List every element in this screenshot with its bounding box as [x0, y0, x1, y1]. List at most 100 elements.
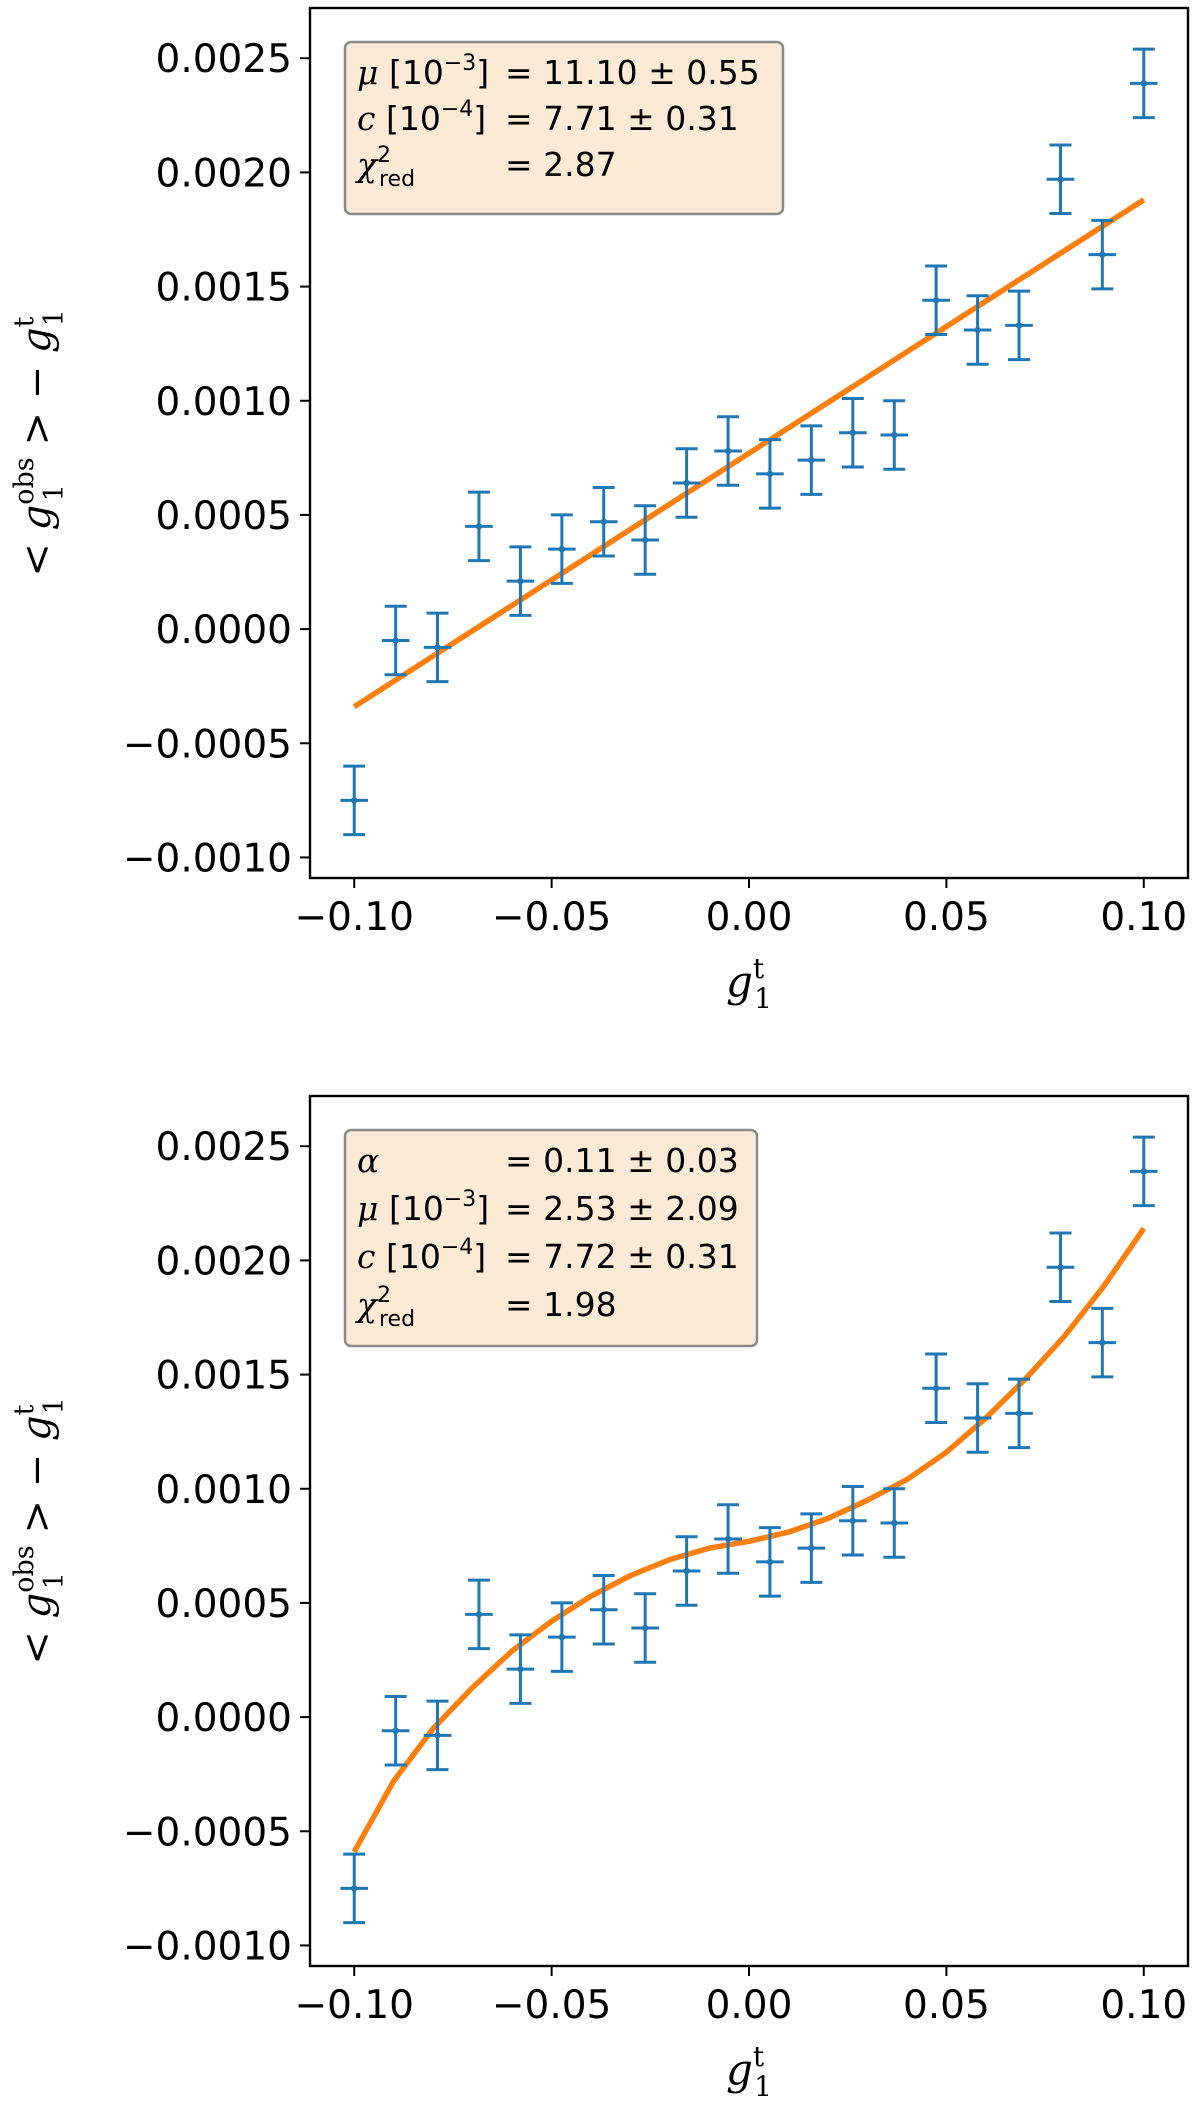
y-tick-label: −0.0005: [123, 1810, 292, 1855]
data-point: [381, 1695, 410, 1767]
data-point: [548, 513, 576, 585]
point-marker: [683, 479, 690, 487]
legend-param-value: = 2.87: [505, 145, 617, 184]
data-point: [589, 1574, 618, 1646]
legend-param-name: c [10−4]: [357, 97, 486, 138]
y-tick-label: 0.0015: [156, 266, 292, 311]
point-marker: [974, 1414, 981, 1422]
point-marker: [724, 447, 732, 455]
y-tick-label: 0.0005: [156, 1582, 292, 1627]
fit-parameters-legend: α = 0.11 ± 0.03 μ [10−3] = 2.53 ± 2.09 c [10…: [343, 1128, 759, 1348]
data-point: [1129, 47, 1158, 120]
x-tick-label: −0.10: [294, 1983, 414, 2028]
point-marker: [558, 1633, 566, 1641]
point-marker: [1057, 1264, 1064, 1271]
y-tick-label: −0.0010: [123, 836, 292, 881]
legend-param-value: = 0.11 ± 0.03: [505, 1141, 739, 1180]
data-point: [381, 604, 410, 677]
legend-box: [343, 1128, 759, 1348]
data-point: [797, 424, 826, 496]
legend-param-name: μ [10−3]: [357, 51, 489, 92]
x-tick-label: 0.10: [1100, 1983, 1187, 2028]
point-marker: [600, 1606, 607, 1613]
legend-param-name: c [10−4]: [357, 1235, 486, 1276]
point-marker: [849, 429, 857, 436]
point-marker: [475, 523, 483, 530]
point-marker: [1140, 80, 1147, 87]
data-point: [631, 504, 659, 576]
point-marker: [351, 1885, 358, 1892]
data-point: [839, 1484, 867, 1557]
bottom-panel: −0.10 −0.05 0.00 0.05 0.10 −0.0010 −0.0005 0.00…: [9, 1094, 1190, 2103]
point-marker: [1140, 1168, 1147, 1175]
y-tick-label: −0.0010: [123, 1924, 292, 1969]
y-tick-label: 0.0010: [156, 1468, 292, 1513]
legend-param-name: μ [10−3]: [357, 1187, 489, 1228]
point-marker: [1015, 1410, 1023, 1417]
x-tick-label: 0.00: [706, 1983, 793, 2028]
data-point: [423, 1699, 452, 1772]
y-tick-label: 0.0020: [156, 151, 292, 196]
data-point: [880, 1487, 909, 1559]
data-point: [1005, 1377, 1033, 1450]
x-tick-label: 0.05: [903, 895, 990, 940]
x-axis-label: gt 1: [726, 2040, 772, 2103]
data-point: [1046, 1231, 1075, 1304]
point-marker: [808, 456, 815, 464]
legend-param-name: α: [357, 1141, 379, 1180]
y-tick-label: 0.0020: [156, 1239, 292, 1284]
data-point: [1088, 1306, 1117, 1379]
point-marker: [849, 1517, 857, 1524]
point-marker: [1057, 176, 1064, 183]
point-marker: [1099, 1339, 1106, 1346]
point-marker: [351, 797, 358, 804]
point-marker: [600, 518, 607, 525]
point-marker: [392, 637, 399, 644]
data-point: [714, 1503, 742, 1575]
data-point: [756, 438, 784, 510]
legend-param-value: = 11.10 ± 0.55: [505, 53, 760, 92]
y-tick-label: 0.0025: [156, 37, 292, 82]
data-point: [963, 294, 992, 366]
data-point: [465, 490, 493, 563]
point-marker: [558, 545, 566, 553]
data-point: [631, 1592, 659, 1664]
x-tick-label: 0.10: [1100, 895, 1187, 940]
data-point: [880, 399, 909, 471]
y-tick-label: 0.0005: [156, 494, 292, 539]
point-marker: [517, 577, 524, 585]
legend-param-value: = 1.98: [505, 1285, 617, 1324]
point-marker: [641, 1624, 649, 1632]
x-tick-label: −0.05: [492, 895, 612, 940]
point-marker: [683, 1567, 690, 1575]
legend-param-value: = 7.72 ± 0.31: [505, 1237, 739, 1276]
data-point: [506, 545, 535, 617]
x-tick-label: 0.00: [706, 895, 793, 940]
data-point: [1088, 218, 1117, 291]
y-axis-label: < gobs1 > − gt1: [9, 309, 70, 576]
data-point: [922, 264, 950, 337]
data-point: [589, 486, 618, 558]
point-marker: [517, 1665, 524, 1673]
x-axis-label: gt 1: [726, 952, 772, 1015]
x-tick-label: −0.05: [492, 1983, 612, 2028]
data-point: [1046, 143, 1075, 216]
fit-curve: [352, 197, 1146, 710]
data-point: [714, 415, 742, 487]
point-marker: [1015, 322, 1023, 329]
data-point: [1005, 289, 1033, 362]
legend-param-name: χ2 red: [355, 1283, 415, 1332]
point-marker: [434, 1732, 441, 1739]
point-marker: [724, 1535, 732, 1543]
y-tick-label: 0.0000: [156, 1696, 292, 1741]
y-tick-label: 0.0025: [156, 1125, 292, 1170]
data-point: [423, 611, 452, 684]
data-point: [506, 1633, 535, 1705]
data-point: [797, 1512, 826, 1584]
legend-param-value: = 7.71 ± 0.31: [505, 99, 739, 138]
fit-curve: [351, 1226, 1147, 1854]
data-point: [963, 1382, 992, 1454]
point-marker: [766, 470, 774, 478]
data-point: [1129, 1135, 1158, 1208]
